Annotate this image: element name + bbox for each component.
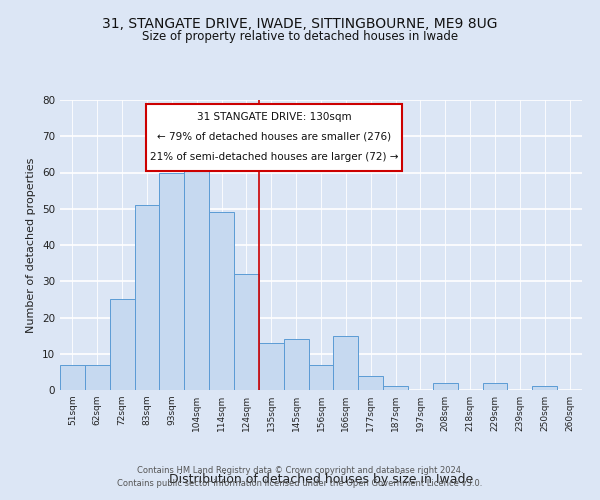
Bar	[209, 212, 234, 390]
Bar	[60, 364, 85, 390]
Text: ← 79% of detached houses are smaller (276): ← 79% of detached houses are smaller (27…	[157, 132, 391, 142]
FancyBboxPatch shape	[146, 104, 402, 171]
Bar	[383, 386, 408, 390]
Text: Contains HM Land Registry data © Crown copyright and database right 2024.
Contai: Contains HM Land Registry data © Crown c…	[118, 466, 482, 487]
Bar	[134, 205, 160, 390]
Text: 31, STANGATE DRIVE, IWADE, SITTINGBOURNE, ME9 8UG: 31, STANGATE DRIVE, IWADE, SITTINGBOURNE…	[102, 18, 498, 32]
Y-axis label: Number of detached properties: Number of detached properties	[26, 158, 37, 332]
Bar	[284, 339, 308, 390]
Bar	[85, 364, 110, 390]
Text: 31 STANGATE DRIVE: 130sqm: 31 STANGATE DRIVE: 130sqm	[197, 112, 352, 122]
Bar	[358, 376, 383, 390]
Bar	[532, 386, 557, 390]
Bar	[110, 300, 134, 390]
Text: Size of property relative to detached houses in Iwade: Size of property relative to detached ho…	[142, 30, 458, 43]
Bar	[259, 343, 284, 390]
Bar	[160, 172, 184, 390]
Bar	[334, 336, 358, 390]
X-axis label: Distribution of detached houses by size in Iwade: Distribution of detached houses by size …	[169, 473, 473, 486]
Bar	[433, 383, 458, 390]
Bar	[308, 364, 334, 390]
Text: 21% of semi-detached houses are larger (72) →: 21% of semi-detached houses are larger (…	[150, 152, 398, 162]
Bar	[482, 383, 508, 390]
Bar	[234, 274, 259, 390]
Bar	[184, 169, 209, 390]
